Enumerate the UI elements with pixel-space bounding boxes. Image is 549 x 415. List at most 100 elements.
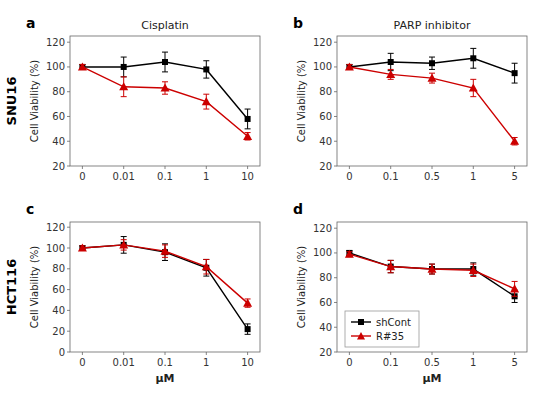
y-tick xyxy=(67,66,70,67)
marker xyxy=(119,240,128,248)
y-tick-label: 100 xyxy=(46,61,65,72)
series-line xyxy=(82,67,247,136)
series xyxy=(79,237,250,335)
marker xyxy=(428,74,437,82)
plot-frame xyxy=(70,222,260,352)
y-tick xyxy=(67,248,70,249)
x-tick-label: 0.5 xyxy=(424,357,440,368)
x-tick xyxy=(165,352,166,355)
y-tick-label: 40 xyxy=(319,136,332,147)
y-tick-label: 20 xyxy=(319,161,332,172)
x-tick xyxy=(123,166,124,169)
legend: shContR#35 xyxy=(345,311,419,347)
plot-frame xyxy=(337,36,527,166)
error-bar xyxy=(388,53,394,70)
row-label: HCT116 xyxy=(4,259,19,315)
y-tick-label: 120 xyxy=(46,37,65,48)
y-tick xyxy=(334,277,337,278)
y-tick xyxy=(67,166,70,167)
plot-area xyxy=(78,52,252,140)
panel-title: PARP inhibitor xyxy=(394,19,471,32)
marker xyxy=(386,70,395,78)
marker xyxy=(429,60,435,66)
marker xyxy=(386,262,395,270)
y-tick-label: 40 xyxy=(319,322,332,333)
y-axis-label: Cell Viability (%) xyxy=(296,60,307,143)
marker xyxy=(161,84,170,92)
legend-marker xyxy=(358,319,364,325)
x-tick-label: 0.01 xyxy=(113,357,135,368)
row-label: SNU16 xyxy=(4,77,19,126)
y-tick xyxy=(67,268,70,269)
y-tick-label: 40 xyxy=(52,305,65,316)
y-tick xyxy=(67,331,70,332)
panel-label: c xyxy=(26,201,34,217)
plot-area xyxy=(78,237,252,335)
x-tick-label: 0.1 xyxy=(157,171,173,182)
y-tick-label: 20 xyxy=(52,326,65,337)
error-bar xyxy=(203,61,209,78)
y-tick xyxy=(334,228,337,229)
y-tick xyxy=(334,252,337,253)
x-tick-label: 1 xyxy=(203,357,209,368)
y-tick xyxy=(334,141,337,142)
x-tick-label: 0.5 xyxy=(424,171,440,182)
legend-frame xyxy=(345,311,419,347)
y-tick-label: 100 xyxy=(313,247,332,258)
x-tick-label: 5 xyxy=(511,171,517,182)
marker xyxy=(243,299,252,307)
panel-title: Cisplatin xyxy=(141,19,189,32)
y-tick-label: 80 xyxy=(52,86,65,97)
x-tick xyxy=(514,166,515,169)
marker xyxy=(119,82,128,90)
y-tick xyxy=(67,310,70,311)
y-tick-label: 120 xyxy=(313,37,332,48)
x-tick xyxy=(82,352,83,355)
x-tick xyxy=(247,352,248,355)
y-tick xyxy=(67,352,70,353)
y-tick xyxy=(334,166,337,167)
y-tick xyxy=(67,141,70,142)
marker xyxy=(161,247,170,255)
x-tick xyxy=(514,352,515,355)
marker xyxy=(202,262,211,270)
marker xyxy=(243,132,252,140)
y-tick-label: 60 xyxy=(319,111,332,122)
y-tick-label: 0 xyxy=(59,347,65,358)
panel-label: b xyxy=(293,15,303,31)
panel: 2040608010012000.10.515Cell Viability (%… xyxy=(293,15,527,182)
error-bar xyxy=(121,57,127,77)
x-tick-label: 0.01 xyxy=(113,171,135,182)
x-axis-label: μM xyxy=(422,372,441,385)
series xyxy=(345,250,519,297)
x-tick xyxy=(432,352,433,355)
marker xyxy=(245,116,251,122)
x-tick xyxy=(473,166,474,169)
panel: 02040608010012000.010.1110Cell Viability… xyxy=(4,201,260,385)
y-tick-label: 120 xyxy=(313,223,332,234)
y-tick-label: 20 xyxy=(52,161,65,172)
x-tick xyxy=(349,166,350,169)
marker xyxy=(388,59,394,65)
y-tick-label: 40 xyxy=(52,136,65,147)
x-tick xyxy=(165,166,166,169)
plot-frame xyxy=(70,36,260,166)
y-tick-label: 80 xyxy=(319,272,332,283)
panel-label: d xyxy=(293,201,303,217)
error-bar xyxy=(245,109,251,129)
x-tick-label: 0 xyxy=(346,357,352,368)
y-tick xyxy=(334,352,337,353)
legend-label: shCont xyxy=(376,317,411,328)
x-tick-label: 5 xyxy=(511,357,517,368)
marker xyxy=(78,62,87,70)
y-tick xyxy=(334,327,337,328)
x-tick-label: 1 xyxy=(203,171,209,182)
plot-area xyxy=(345,250,519,303)
marker xyxy=(510,284,519,292)
y-tick-label: 80 xyxy=(319,86,332,97)
x-tick-label: 0 xyxy=(79,171,85,182)
y-axis-label: Cell Viability (%) xyxy=(296,246,307,329)
y-tick xyxy=(67,227,70,228)
marker xyxy=(428,265,437,273)
marker xyxy=(203,66,209,72)
